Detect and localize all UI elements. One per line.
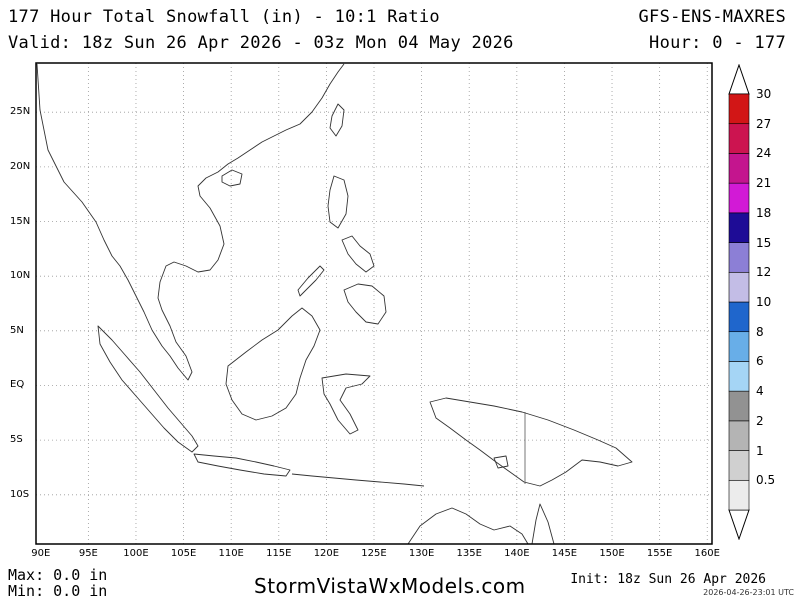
luzon-coastline [327,175,349,229]
legend-swatch [728,242,750,273]
lon-label: 95E [78,548,98,559]
valid-period: Valid: 18z Sun 26 Apr 2026 - 03z Mon 04 … [8,33,514,53]
lesser-sunda-coastline [291,473,425,487]
legend-swatch [728,361,750,392]
color-legend [728,64,750,540]
legend-level-label: 8 [756,324,764,339]
lat-label: 25N [10,106,31,118]
legend-swatch [728,123,750,154]
map-frame [35,62,713,545]
legend-swatch [728,153,750,184]
legend-swatch [728,479,750,511]
lat-label: 15N [10,215,31,227]
lon-label: 155E [646,548,673,559]
legend-swatch [728,450,750,481]
forecast-hours: Hour: 0 - 177 [649,33,786,53]
init-time: Init: 18z Sun 26 Apr 2026 [570,572,766,587]
legend-top-arrow [728,64,750,95]
lat-label: 5S [10,434,23,446]
java-coastline [193,453,291,477]
lon-label: 135E [456,548,482,559]
legend-swatch [728,93,750,125]
generated-timestamp: 2026-04-26-23:01 UTC [703,588,794,597]
timor-coastline [493,455,509,469]
lon-label: 125E [361,548,387,559]
sumatra-coastline [97,325,199,453]
lat-label: 20N [10,160,31,172]
lon-label: 90E [31,548,51,559]
legend-level-label: 10 [756,295,772,309]
lon-label: 120E [313,548,340,559]
legend-level-label: 2 [756,413,764,428]
brand-watermark: StormVistaWxModels.com [254,574,526,598]
lon-label: 130E [408,548,435,559]
mindanao-coastline [343,283,387,325]
coastlines [36,63,633,545]
map-grid [36,63,712,544]
lon-label: 160E [694,548,720,559]
lon-label: 150E [599,548,625,559]
max-value: Max: 0.0 in [8,566,108,584]
legend-level-label: 30 [756,87,772,101]
lon-label: 140E [504,548,530,559]
lat-label: EQ [10,379,25,391]
legend-swatch [728,182,750,214]
legend-level-label: 21 [756,176,772,191]
legend-level-label: 4 [756,384,764,399]
legend-swatch [728,420,750,451]
map-title: 177 Hour Total Snowfall (in) - 10:1 Rati… [8,7,440,27]
legend-level-label: 12 [756,265,772,280]
lon-label: 110E [218,548,244,559]
borneo-coastline [225,307,321,421]
palawan-coastline [297,265,325,297]
legend-swatch [728,212,750,243]
australia-coastline [407,507,529,545]
sulawesi-coastline [321,373,371,435]
visayas-coastline [341,235,375,273]
lon-label: 145E [551,548,578,559]
min-value: Min: 0.0 in [8,582,108,600]
legend-swatch [728,390,750,422]
legend-swatch [728,301,750,333]
legend-level-label: 24 [756,146,772,161]
legend-swatch [728,271,750,303]
lon-label: 115E [266,548,292,559]
legend-bottom-arrow [728,509,750,540]
cape-york-coastline [531,503,555,545]
legend-level-label: 15 [756,235,772,250]
mainland-coastline [36,63,345,381]
taiwan-coastline [329,103,345,137]
hainan-coastline [221,169,243,187]
lat-label: 10N [10,270,31,282]
legend-level-label: 18 [756,205,772,220]
model-name: GFS-ENS-MAXRES [638,7,786,27]
legend-level-label: 6 [756,354,764,369]
legend-swatch [728,331,750,362]
lon-label: 100E [123,548,149,559]
new-guinea-coastline [429,397,633,487]
legend-level-label: 27 [756,116,772,131]
legend-level-label: 1 [756,443,764,458]
lat-label: 5N [10,324,24,336]
lon-label: 105E [170,548,197,559]
legend-level-label: 0.5 [756,473,776,488]
lat-label: 10S [10,488,30,500]
